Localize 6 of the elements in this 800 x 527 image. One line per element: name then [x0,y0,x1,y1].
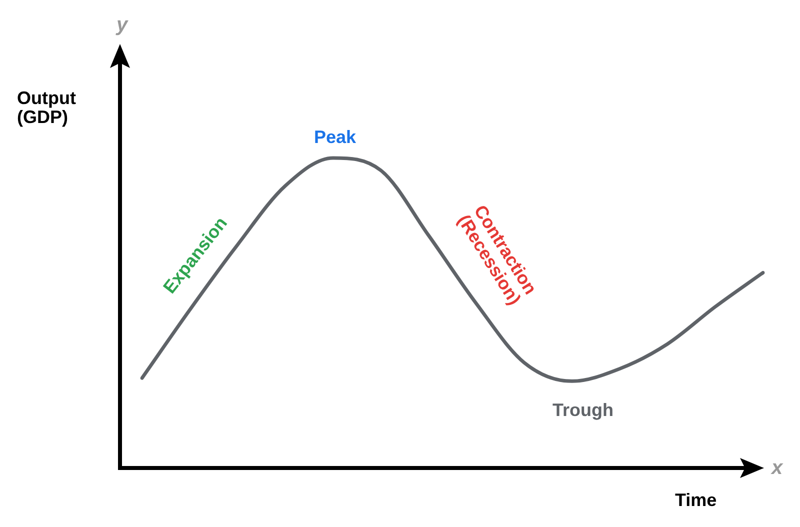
text: y [116,14,128,36]
text: Peak [314,126,356,146]
annotation: Trough [552,400,614,420]
y-axis-title: Output (GDP) [17,88,77,127]
x-axis-title: Time [675,490,717,510]
text: x [772,456,783,478]
